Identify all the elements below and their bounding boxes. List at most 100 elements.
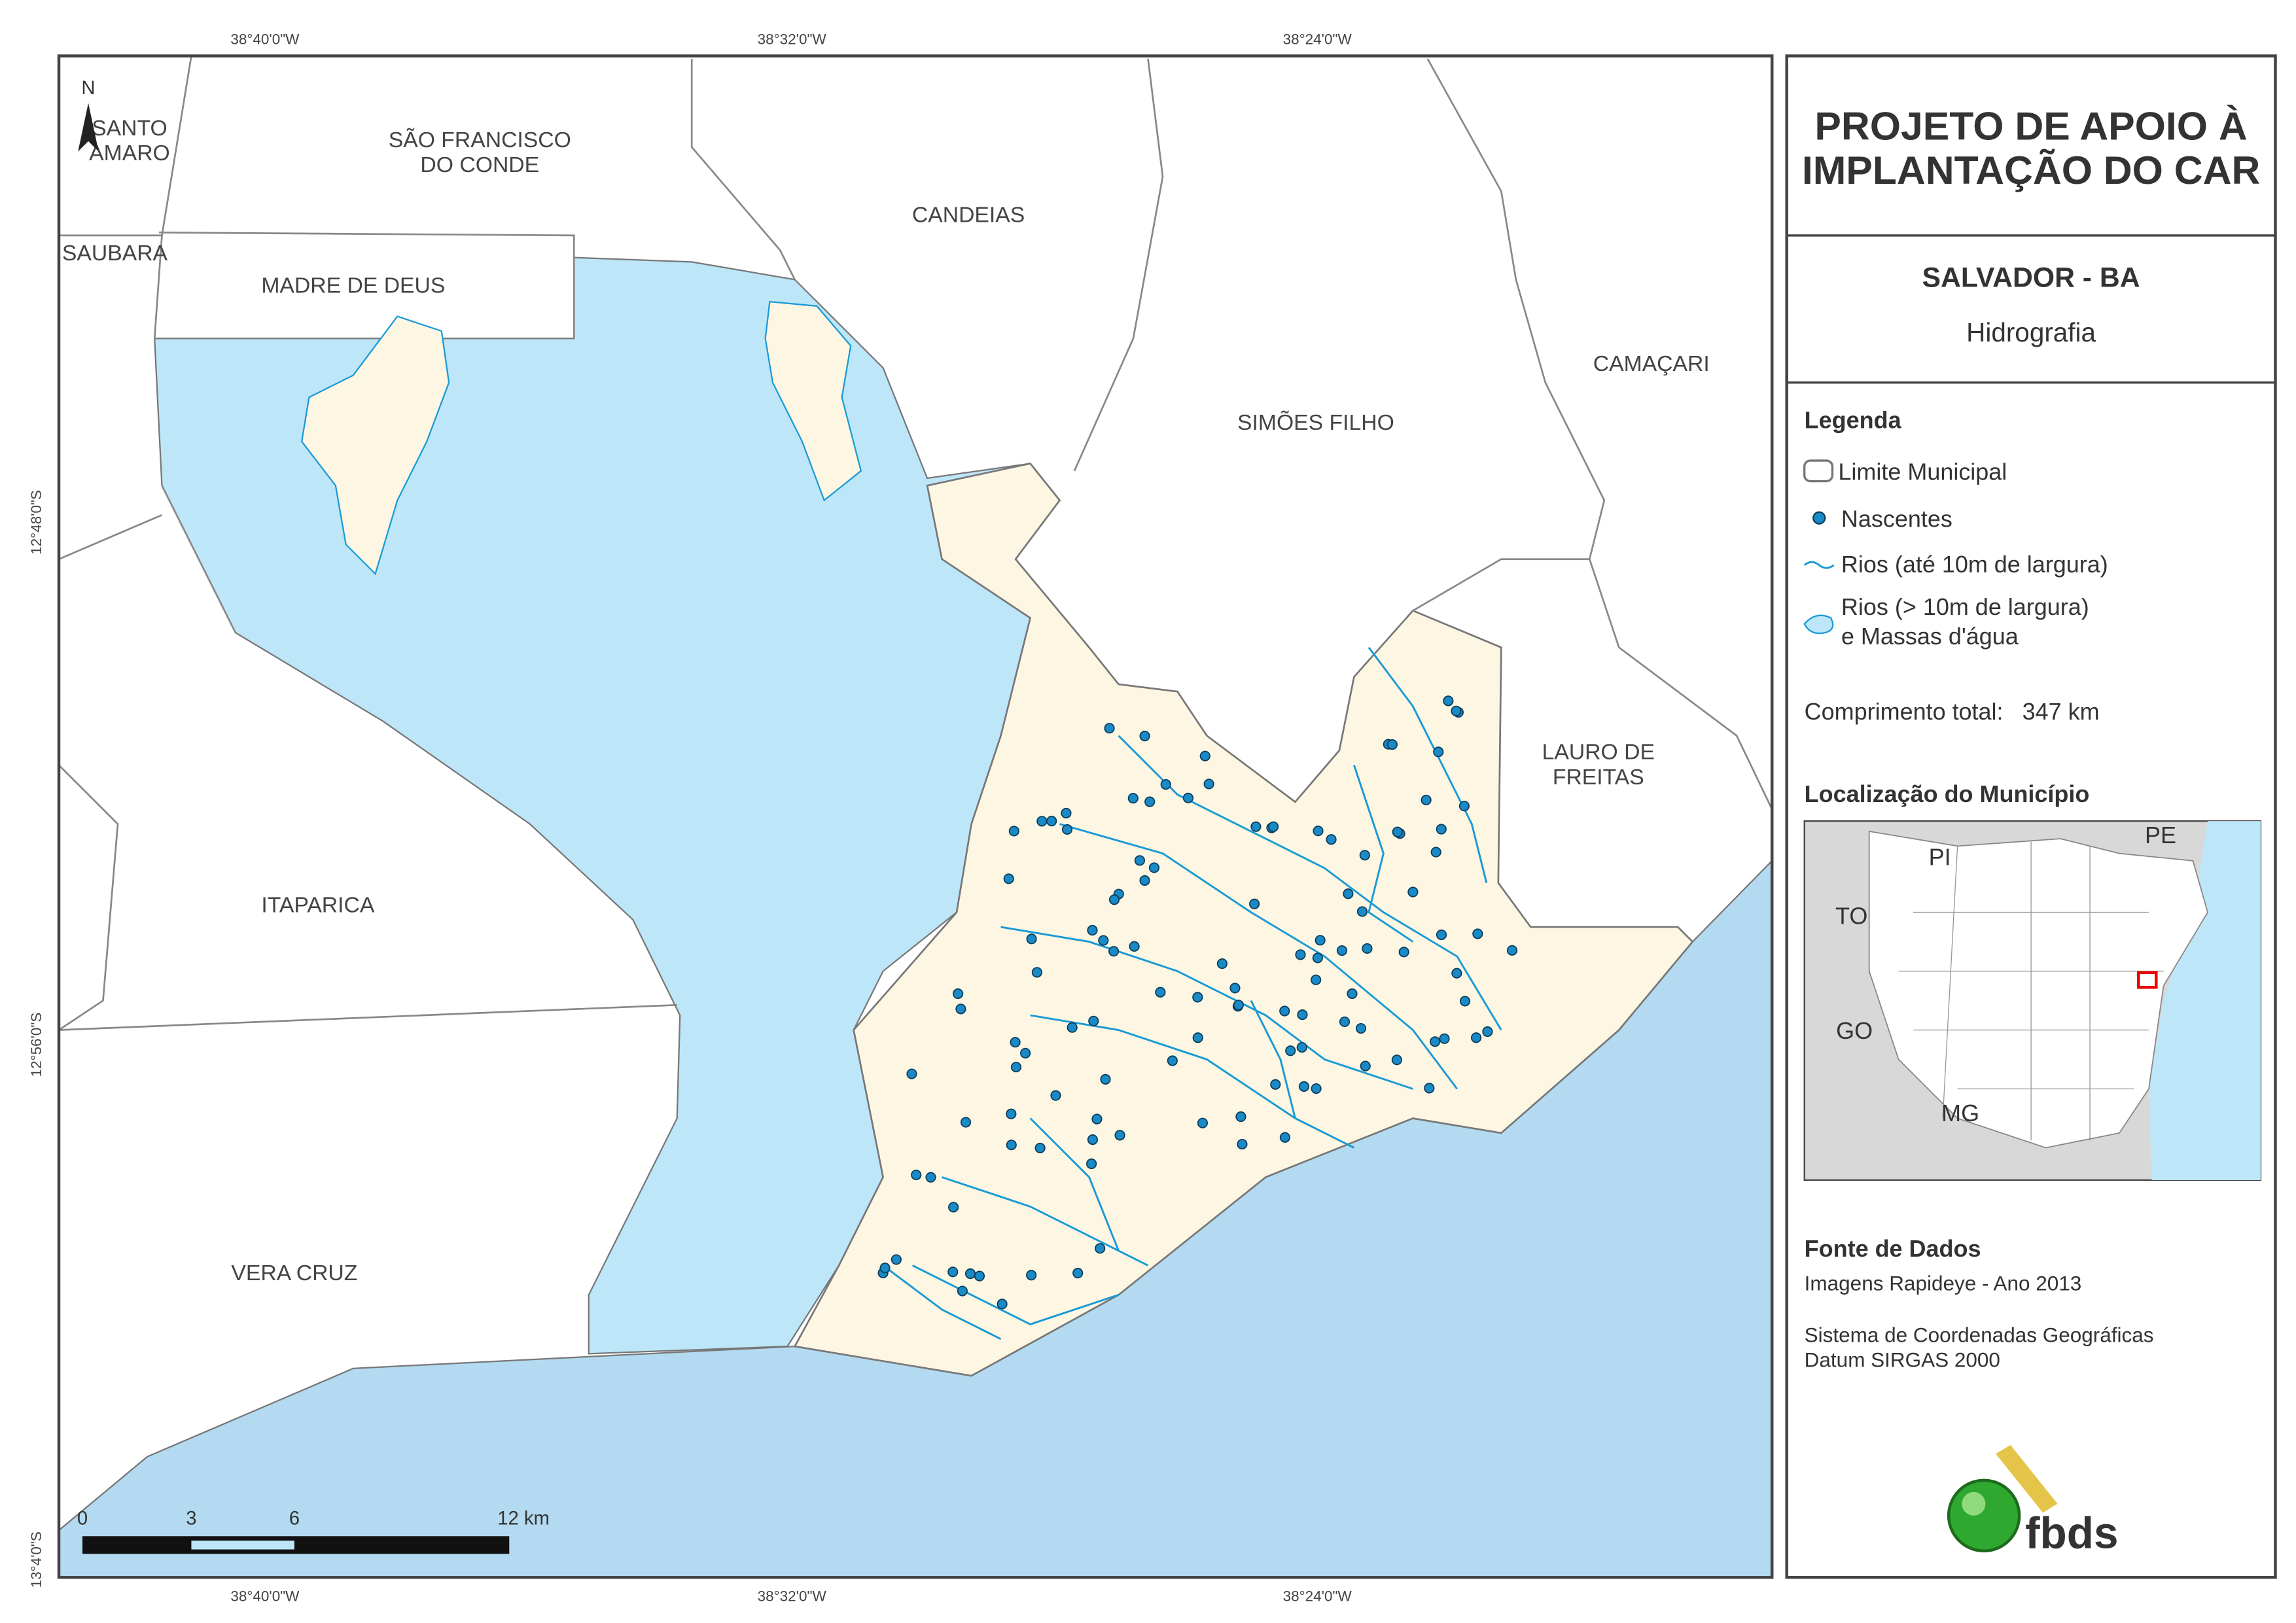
salvador-land — [793, 462, 1694, 1377]
spring — [1295, 949, 1306, 960]
spring — [1144, 796, 1156, 807]
island — [300, 315, 450, 576]
spring — [1336, 945, 1348, 956]
place-label: CAMAÇARI — [1593, 351, 1710, 376]
spring — [1061, 824, 1073, 835]
spring — [1249, 898, 1260, 909]
spring — [1104, 723, 1115, 734]
spring — [1424, 1083, 1435, 1094]
logo-text: fbds — [2025, 1509, 2118, 1558]
length-label: Comprimento total: — [1805, 698, 2004, 725]
spring — [1036, 816, 1048, 827]
length-value: 347 km — [2022, 698, 2100, 725]
coord-label: 38°40'0"W — [230, 31, 300, 47]
spring — [1315, 935, 1326, 946]
spring — [1129, 941, 1140, 952]
spring — [997, 1299, 1008, 1310]
spring — [1108, 946, 1120, 957]
river — [882, 646, 1502, 1340]
place-label: DO CONDE — [420, 152, 539, 177]
spring — [1010, 1037, 1021, 1048]
spring — [1031, 967, 1042, 978]
spring — [1006, 1108, 1017, 1119]
spring — [947, 1266, 959, 1278]
spring — [1148, 862, 1160, 873]
spring — [1392, 826, 1403, 837]
logo-bar — [1996, 1444, 2058, 1513]
spring — [1114, 1130, 1125, 1141]
spring — [1192, 1032, 1203, 1043]
spring — [1451, 705, 1462, 716]
sources-title: Fonte de Dados — [1805, 1235, 1981, 1262]
spring — [1197, 1117, 1209, 1128]
place-label: SÃO FRANCISCO — [389, 128, 571, 152]
spring — [1311, 974, 1322, 985]
spring — [1061, 807, 1072, 819]
spring — [1391, 1055, 1402, 1066]
title: PROJETO DE APOIO À — [1814, 104, 2247, 148]
spring — [1216, 958, 1227, 969]
map-frame — [57, 54, 1774, 1579]
scale-bar-segment — [191, 1541, 294, 1550]
spring — [1347, 988, 1358, 1000]
spring — [948, 1202, 959, 1213]
spring — [1326, 834, 1337, 845]
spring — [1298, 1081, 1310, 1092]
spring — [1139, 731, 1150, 742]
spring — [1026, 1270, 1037, 1281]
source-line: Datum SIRGAS 2000 — [1805, 1348, 2000, 1372]
place-label: FREITAS — [1553, 765, 1644, 790]
island — [764, 300, 862, 502]
scale-label: 0 — [77, 1508, 88, 1529]
north-arrow-symbol — [78, 103, 99, 152]
spring — [1108, 894, 1120, 905]
locator-sea — [2149, 821, 2261, 1180]
place-label: ITAPARICA — [261, 893, 374, 918]
place-label: MADRE DE DEUS — [261, 273, 445, 298]
source-line: Imagens Rapideye - Ano 2013 — [1805, 1272, 2082, 1295]
spring — [879, 1263, 891, 1274]
legend-symbol — [1803, 459, 1834, 483]
coord-label: 38°32'0"W — [758, 1588, 827, 1604]
spring — [1250, 821, 1262, 832]
spring — [1155, 986, 1166, 998]
spring — [1443, 695, 1454, 707]
side-panel: PROJETO DE APOIO À IMPLANTAÇÃO DO CAR SA… — [1785, 54, 2277, 1579]
legend-label: Nascentes — [1841, 505, 1952, 532]
spring — [1459, 996, 1471, 1007]
state-label: PE — [2145, 822, 2176, 848]
spring — [1355, 1022, 1367, 1034]
spring — [1091, 1113, 1103, 1125]
state-label: GO — [1836, 1017, 1873, 1044]
locator-boundaries — [1898, 841, 2164, 1141]
spring — [1098, 935, 1109, 946]
scale-label: 3 — [186, 1508, 196, 1529]
spring — [906, 1068, 917, 1079]
spring — [1046, 816, 1057, 827]
spring — [1359, 850, 1370, 861]
spring — [1167, 1055, 1178, 1066]
spring — [1482, 1026, 1493, 1038]
spring — [1199, 750, 1210, 761]
scale-label: 12 km — [497, 1508, 550, 1529]
coord-label: 38°24'0"W — [1283, 31, 1352, 47]
spring — [1339, 1016, 1351, 1028]
spring — [891, 1254, 902, 1265]
spring — [1127, 793, 1139, 804]
spring — [1006, 1140, 1017, 1151]
state-label: TO — [1835, 903, 1867, 930]
panel-frame — [1785, 54, 2277, 1579]
north-arrow: N — [78, 78, 99, 152]
spring — [1233, 1000, 1244, 1011]
spring — [1270, 1079, 1281, 1090]
location-title: Localização do Município — [1805, 780, 2090, 807]
spring — [1285, 1045, 1296, 1056]
spring — [1088, 1015, 1099, 1026]
subtitle: SALVADOR - BA — [1922, 262, 2140, 294]
coord-label: 12°48'0"S — [28, 490, 44, 555]
spring — [1451, 968, 1462, 979]
legend-label: Rios (até 10m de largura) — [1841, 551, 2108, 578]
rivers — [882, 646, 1502, 1340]
